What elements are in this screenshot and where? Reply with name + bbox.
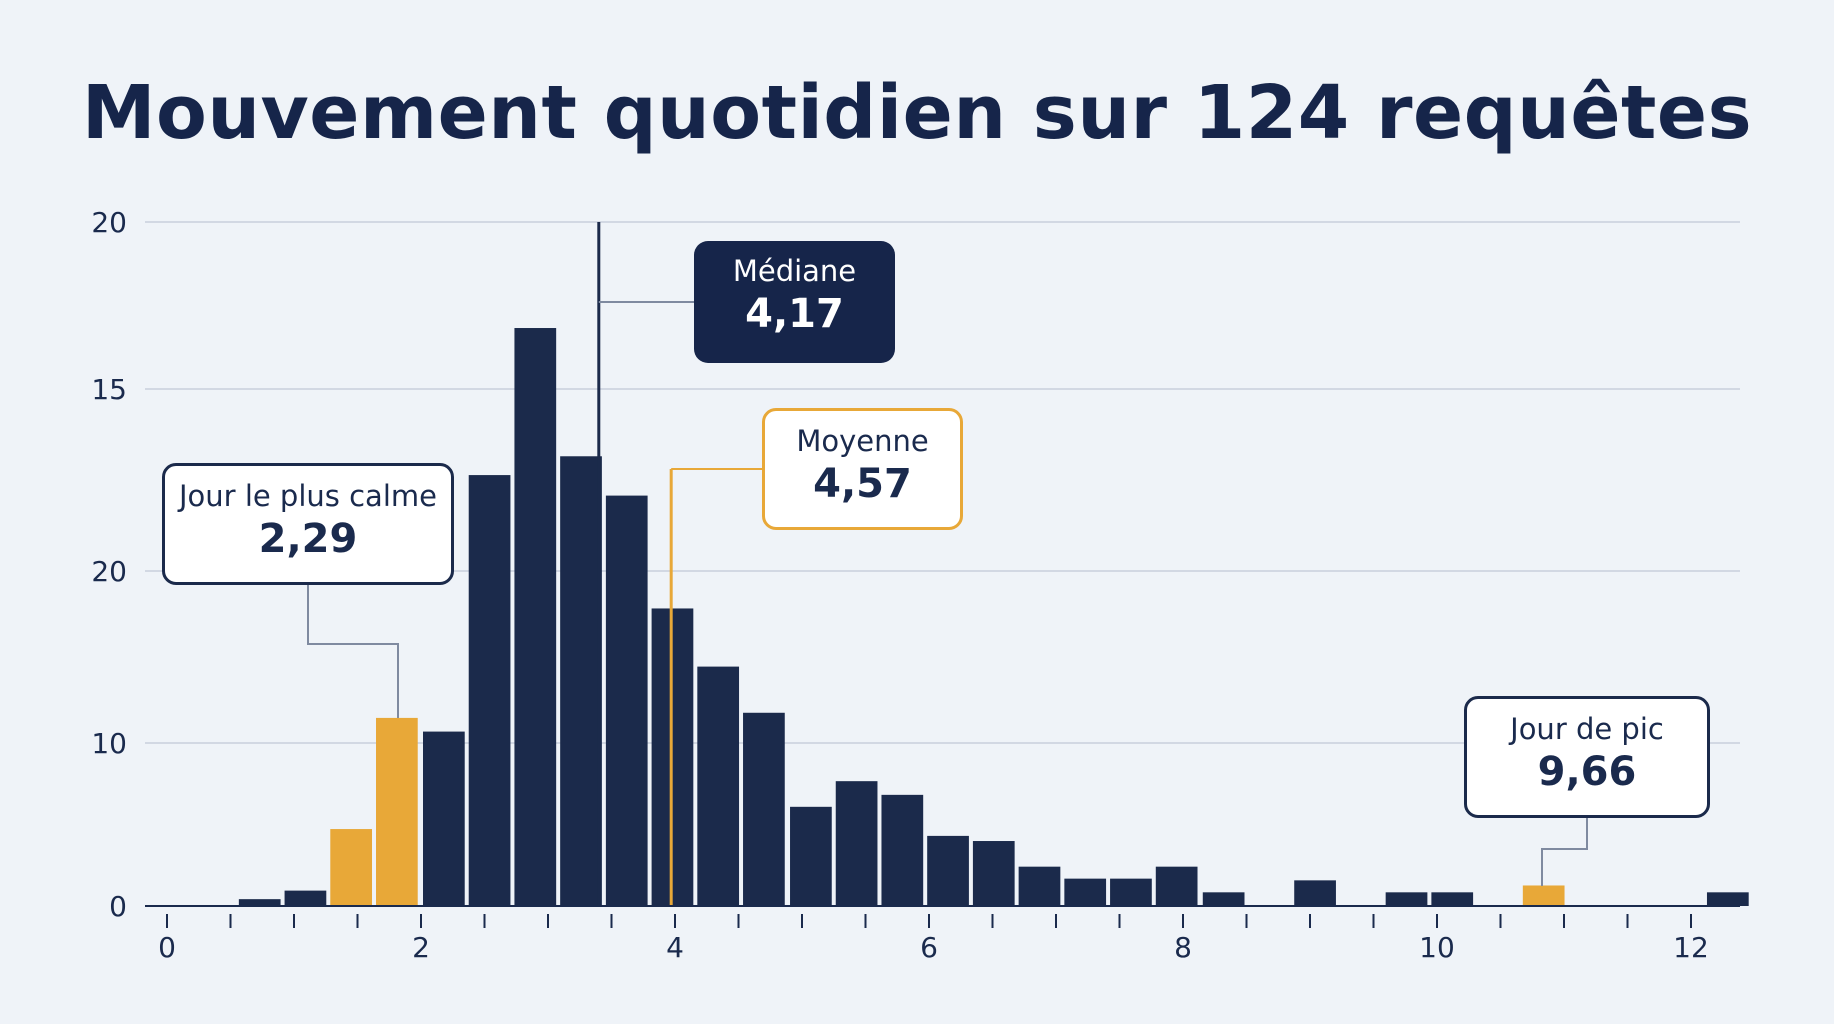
histogram-bar [1706,892,1749,906]
histogram-bar [1064,878,1107,906]
median-label: Médiane [732,254,857,288]
histogram-bar-highlight [330,829,373,906]
median-callout: Médiane 4,17 [694,241,895,363]
histogram-bar [560,456,602,906]
y-tick-label: 10 [91,727,127,760]
quietest-day-label: Jour le plus calme [179,479,437,513]
histogram-bar [1018,866,1061,906]
median-value: 4,17 [745,291,844,337]
y-tick-label: 0 [109,890,127,923]
x-tick-label: 8 [1174,931,1192,964]
x-tick-label: 2 [412,931,430,964]
histogram-bar [743,712,785,906]
histogram-bar [927,835,969,906]
histogram-bar [238,899,281,906]
y-tick-label: 20 [91,555,127,588]
histogram-bar [1294,880,1336,906]
reference-line-layer [307,222,1588,906]
histogram-bar [972,841,1015,906]
y-axis: 0 10 20 15 20 [91,206,127,923]
histogram-bar [284,890,327,906]
bar-layer [238,328,1749,906]
x-tick-label: 6 [920,931,938,964]
histogram-bar [790,806,832,906]
x-tick-label: 10 [1419,931,1455,964]
histogram-bar [1155,866,1198,906]
histogram-bar-highlight [376,717,418,906]
quietest-day-connector [307,585,399,718]
peak-day-callout: Jour de pic 9,66 [1464,696,1710,818]
histogram-bar [881,794,924,906]
x-tick-label: 0 [158,931,176,964]
quietest-day-value: 2,29 [258,516,358,562]
y-tick-label: 20 [91,206,127,239]
histogram-bar-highlight [1522,885,1565,906]
mean-label: Moyenne [796,424,929,458]
histogram-bar [423,731,465,906]
histogram-bar [468,475,511,906]
histogram-bar [1431,892,1474,906]
histogram-bar [697,666,740,906]
histogram-bar [835,781,878,906]
y-tick-label: 15 [91,373,127,406]
quietest-day-callout: Jour le plus calme 2,29 [162,463,454,585]
mean-value: 4,57 [813,461,912,507]
peak-day-connector [1541,818,1588,886]
histogram-bar [1110,878,1152,906]
histogram-bar [514,328,557,906]
chart-title: Mouvement quotidien sur 124 requêtes [81,70,1753,156]
peak-day-label: Jour de pic [1510,712,1664,746]
mean-callout: Moyenne 4,57 [762,408,963,530]
histogram-bar [1385,892,1428,906]
x-axis: 0 2 4 6 8 10 12 [145,905,1740,964]
x-tick-label: 12 [1673,931,1709,964]
histogram-bar [1202,892,1245,906]
peak-day-value: 9,66 [1537,749,1637,795]
x-tick-label: 4 [666,931,684,964]
histogram-bar [605,495,648,906]
